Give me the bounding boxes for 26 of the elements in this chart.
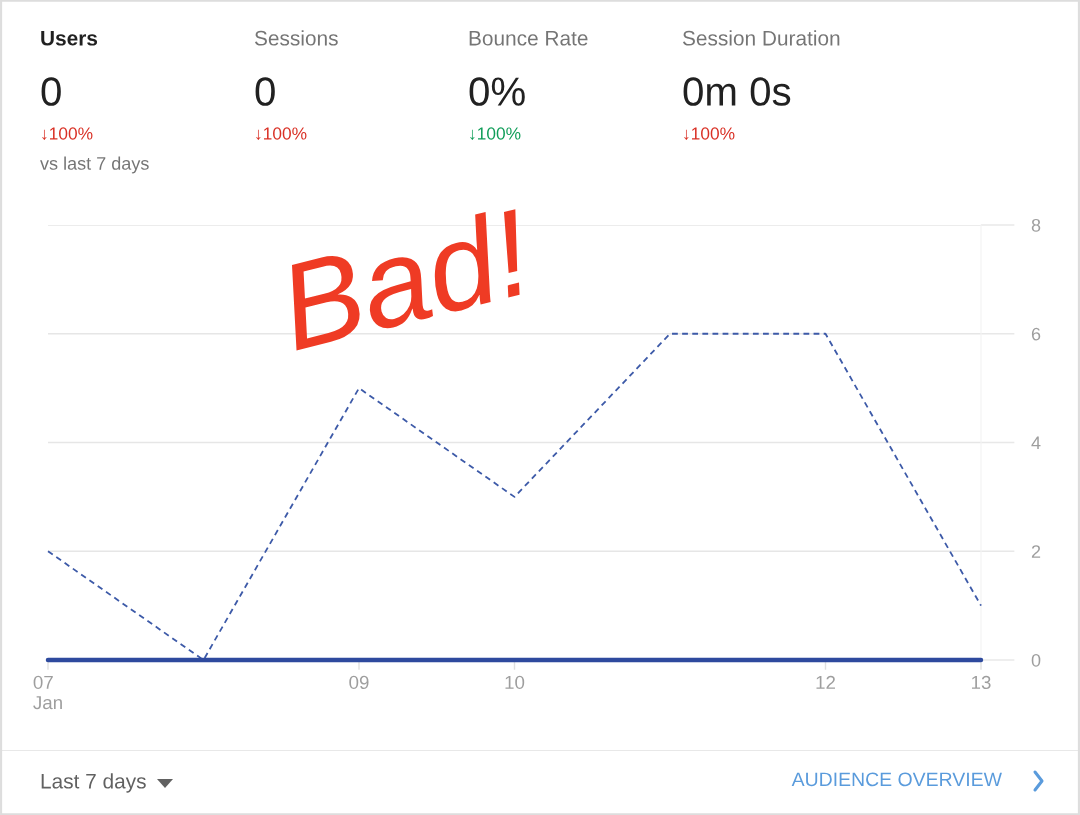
- x-tick-label: 13: [972, 675, 991, 690]
- text: AUDIENCE OVERVIEW: [791, 772, 1002, 787]
- x-tick-label: 10: [505, 675, 525, 690]
- category-label: Bounce Rate: [469, 31, 588, 46]
- y-tick-label: 2: [1031, 545, 1041, 558]
- x-tick-label: 09: [349, 675, 369, 690]
- text: vs last 7 days: [40, 156, 149, 174]
- text: 0: [41, 77, 61, 106]
- text: 0m 0s: [683, 77, 791, 106]
- x-tick-label: 07 Jan: [33, 675, 62, 710]
- text: ↓100%: [470, 127, 521, 141]
- y-tick-label: 0: [1031, 653, 1041, 667]
- y-tick-label: 8: [1031, 218, 1041, 232]
- text: ↓100%: [42, 127, 93, 141]
- y-tick-label: 4: [1031, 436, 1041, 450]
- y-tick-label: 6: [1031, 327, 1041, 341]
- annotation: Bad!: [275, 204, 536, 352]
- category-label: Sessions: [254, 30, 338, 46]
- text: ↓100%: [256, 127, 307, 141]
- x-tick-label: 12: [816, 675, 835, 689]
- text: 0%: [469, 77, 525, 106]
- text: Last 7 days: [41, 773, 146, 793]
- category-label: Session Duration: [682, 30, 840, 46]
- text: ↓100%: [684, 127, 735, 141]
- text: 0: [255, 77, 275, 106]
- category-label: Users: [41, 31, 98, 46]
